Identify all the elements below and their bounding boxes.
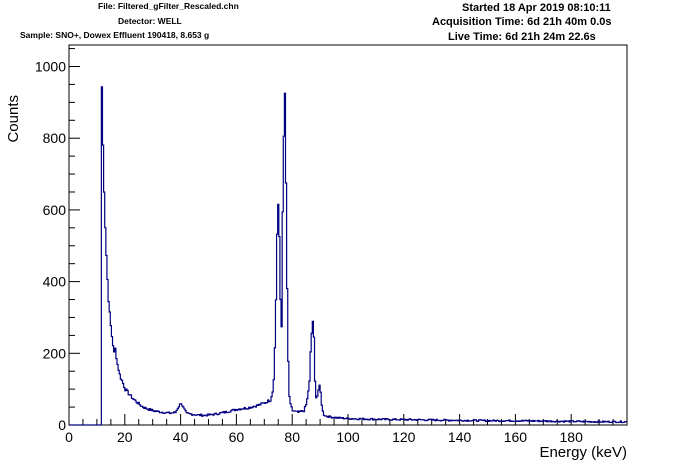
y-tick-label: 400 (43, 274, 67, 290)
detector-label: Detector: WELL (118, 16, 182, 26)
y-tick-label: 200 (43, 345, 67, 361)
x-tick-label: 100 (336, 429, 360, 445)
live-time-label: Live Time: 6d 21h 24m 22.6s (448, 31, 596, 43)
x-tick-label: 40 (173, 429, 189, 445)
x-tick-label: 80 (284, 429, 300, 445)
spectrum-series-line (69, 86, 627, 426)
x-tick-label: 160 (504, 429, 528, 445)
acquisition-time-label: Acquisition Time: 6d 21h 40m 0.0s (432, 16, 612, 28)
y-tick-label: 600 (43, 202, 67, 218)
x-tick-label: 0 (65, 429, 73, 445)
file-name-label: File: Filtered_gFilter_Rescaled.chn (98, 1, 239, 11)
sample-label: Sample: SNO+, Dowex Effluent 190418, 8.6… (20, 30, 210, 40)
x-tick-label: 60 (229, 429, 245, 445)
y-tick-label: 1000 (35, 59, 66, 75)
x-tick-label: 20 (117, 429, 133, 445)
y-tick-label: 0 (58, 417, 66, 433)
x-axis-label: Energy (keV) (539, 444, 627, 461)
x-tick-label: 120 (392, 429, 416, 445)
x-tick-label: 180 (560, 429, 584, 445)
x-tick-label: 140 (448, 429, 472, 445)
plot-frame (68, 44, 628, 426)
axis-ticks: 0 20 40 60 80 100 120 140 160 180 0 200 400 600 800 100… (35, 48, 628, 445)
started-label: Started 18 Apr 2019 08:10:11 (462, 2, 611, 14)
y-axis-label: Counts (5, 95, 22, 143)
y-tick-label: 800 (43, 130, 67, 146)
